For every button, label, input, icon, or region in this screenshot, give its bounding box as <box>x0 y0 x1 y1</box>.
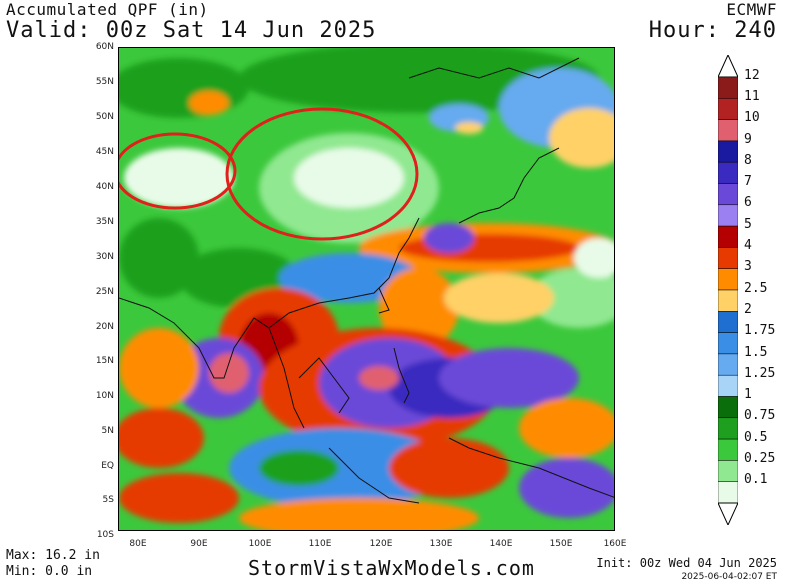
colorbar-label: 0.25 <box>744 451 776 467</box>
forecast-hour: Hour: 240 <box>648 18 777 43</box>
colorbar-swatch <box>718 289 738 312</box>
lat-label: 15N <box>95 356 114 366</box>
colorbar-swatch <box>718 311 738 333</box>
lat-label: 55N <box>95 77 114 87</box>
lat-label: 30N <box>95 252 114 262</box>
colorbar-label: 3 <box>744 259 752 275</box>
colorbar-swatch <box>718 481 738 504</box>
lon-label: 160E <box>603 539 627 549</box>
annotation-ellipse-west <box>119 132 237 210</box>
colorbar-label: 2 <box>744 301 752 317</box>
colorbar-swatch <box>718 460 738 482</box>
model-name: ECMWF <box>726 0 777 19</box>
lat-label: 35N <box>95 217 114 227</box>
colorbar-swatch <box>718 247 738 269</box>
lat-label: 10S <box>96 530 114 540</box>
colorbar-label: 0.1 <box>744 472 768 488</box>
colorbar-label: 6 <box>744 195 752 211</box>
colorbar-swatch <box>718 161 738 184</box>
colorbar-label: 1.75 <box>744 323 776 339</box>
colorbar-label: 12 <box>744 67 760 83</box>
colorbar-label: 9 <box>744 131 752 147</box>
colorbar-swatch <box>718 268 738 291</box>
precip-map <box>118 47 615 531</box>
generated-timestamp: 2025-06-04-02:07 ET <box>681 572 777 582</box>
lat-label: 25N <box>95 287 114 297</box>
lon-label: 130E <box>429 539 453 549</box>
colorbar-swatch <box>718 76 738 99</box>
colorbar-swatch <box>718 353 738 376</box>
colorbar-swatch <box>718 438 738 461</box>
lat-label: 60N <box>95 42 114 52</box>
colorbar-label: 2.5 <box>744 280 768 296</box>
colorbar-label: 7 <box>744 174 752 190</box>
colorbar-swatch <box>718 204 738 227</box>
colorbar-bottom-arrow <box>718 502 738 525</box>
colorbar-label: 0.5 <box>744 429 768 445</box>
colorbar <box>718 55 738 525</box>
map-title: Accumulated QPF (in) <box>6 0 209 19</box>
lon-label: 140E <box>489 539 513 549</box>
lat-label: 45N <box>95 147 114 157</box>
valid-time: Valid: 00z Sat 14 Jun 2025 <box>6 18 377 43</box>
colorbar-label: 10 <box>744 110 760 126</box>
init-time: Init: 00z Wed 04 Jun 2025 <box>596 556 777 570</box>
lat-label: 5N <box>101 426 114 436</box>
colorbar-label: 11 <box>744 88 760 104</box>
colorbar-label: 1.5 <box>744 344 768 360</box>
colorbar-swatch <box>718 98 738 120</box>
colorbar-swatch <box>718 396 738 419</box>
lat-label: 50N <box>95 112 114 122</box>
lat-label: 20N <box>95 322 114 332</box>
colorbar-swatch <box>718 119 738 142</box>
colorbar-top-arrow <box>718 55 738 78</box>
lat-label: EQ <box>101 461 114 471</box>
min-value: Min: 0.0 in <box>6 564 93 579</box>
lat-label: 5S <box>102 495 114 505</box>
colorbar-swatch <box>718 332 738 355</box>
colorbar-swatch <box>718 417 738 440</box>
lat-label: 40N <box>95 182 114 192</box>
annotation-ellipse-north-china <box>225 107 419 241</box>
colorbar-label: 5 <box>744 216 752 232</box>
colorbar-label: 1 <box>744 387 752 403</box>
colorbar-swatch <box>718 183 738 206</box>
colorbar-label: 4 <box>744 238 752 254</box>
colorbar-swatch <box>718 140 738 163</box>
colorbar-swatch <box>718 225 738 248</box>
max-value: Max: 16.2 in <box>6 548 100 563</box>
lon-label: 150E <box>549 539 573 549</box>
colorbar-label: 1.25 <box>744 365 776 381</box>
lon-label: 120E <box>369 539 393 549</box>
lon-label: 80E <box>129 539 147 549</box>
colorbar-label: 0.75 <box>744 408 776 424</box>
colorbar-label: 8 <box>744 152 752 168</box>
lon-label: 90E <box>190 539 208 549</box>
site-name: StormVistaWxModels.com <box>248 556 535 580</box>
colorbar-swatch <box>718 374 738 397</box>
lon-label: 100E <box>248 539 272 549</box>
lon-label: 110E <box>308 539 332 549</box>
lat-label: 10N <box>95 391 114 401</box>
